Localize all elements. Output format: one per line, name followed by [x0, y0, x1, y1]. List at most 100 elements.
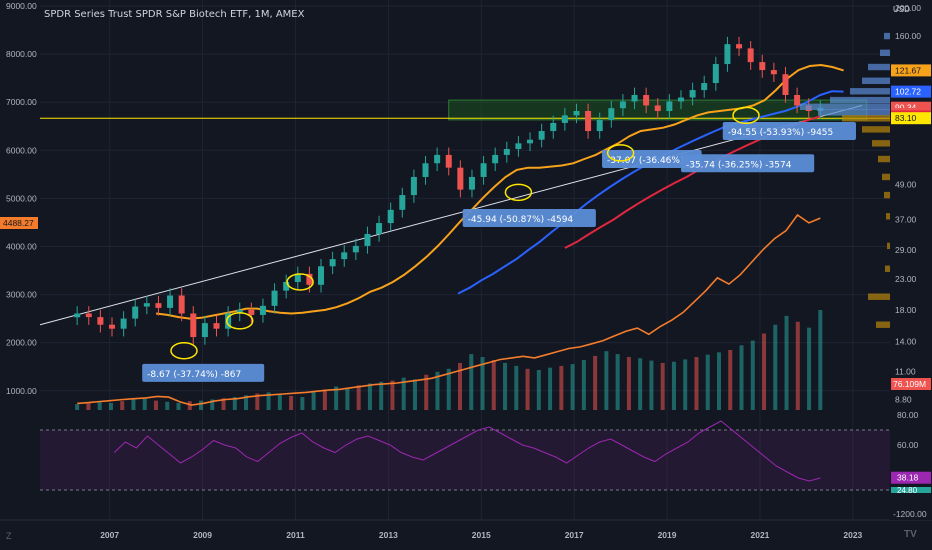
price-badge-text: 83.10: [895, 113, 917, 123]
price-badge: [891, 85, 931, 98]
volume-bar: [255, 393, 260, 410]
tradingview-logo: TV: [904, 529, 917, 540]
right-axis-tick: 29.00: [895, 245, 917, 255]
candle-body: [596, 119, 603, 132]
candle-body: [631, 94, 638, 102]
left-axis-tick: 1000.00: [6, 386, 37, 396]
candle-body: [457, 167, 464, 190]
volume-bar: [401, 377, 406, 410]
volume-bar: [784, 315, 789, 410]
volume-bar: [514, 365, 519, 410]
volume-bar: [311, 392, 316, 410]
x-axis-tick: 2021: [750, 530, 769, 540]
volume-bar: [322, 389, 327, 410]
highlight-ellipse: [170, 341, 198, 360]
volume-bar: [367, 383, 372, 410]
candle-body: [213, 323, 220, 329]
profile-bar: [872, 140, 890, 147]
profile-bar: [887, 242, 890, 250]
profile-bar: [842, 115, 890, 122]
volume-bar: [615, 354, 620, 410]
left-axis-tick: 3000.00: [6, 290, 37, 300]
candle-body: [643, 94, 650, 106]
drawdown-label-box: [602, 150, 702, 169]
volume-bar: [221, 398, 226, 410]
volume-bar: [694, 357, 699, 410]
volume-bar: [593, 355, 598, 410]
candle-body: [492, 154, 499, 164]
left-axis-tick: 9000.00: [6, 1, 37, 11]
right-axis-tick: 200.00: [895, 3, 921, 13]
left-axis-tick: 5000.00: [6, 193, 37, 203]
right-axis-tick: 11.00: [895, 367, 916, 377]
rsi-pane: [0, 420, 932, 521]
profile-bar: [850, 88, 890, 95]
candle-body: [445, 154, 452, 168]
candle-body: [387, 209, 394, 224]
volume-bars: [75, 310, 823, 410]
rsi-lower-text: 24.80: [897, 486, 918, 495]
profile-bar: [880, 49, 890, 57]
candle-body: [654, 105, 661, 112]
profile-bar: [868, 293, 890, 300]
volume-bar: [638, 358, 643, 410]
volume-bar: [244, 395, 249, 410]
candle-body: [97, 317, 104, 325]
price-badge-text: 90.34: [895, 103, 917, 113]
volume-bar: [446, 368, 451, 410]
volume-bar: [165, 401, 170, 410]
candle-body: [167, 295, 174, 308]
volume-bar: [345, 387, 350, 410]
volume-bar: [716, 352, 721, 410]
volume-bar: [525, 368, 530, 410]
x-axis-tick: 2011: [286, 530, 305, 540]
volume-bar: [199, 400, 204, 410]
candle-body: [236, 309, 243, 314]
price-badge: [891, 64, 931, 77]
candle-body: [341, 252, 348, 260]
compare-line: [77, 213, 821, 406]
volume-bar: [277, 394, 282, 410]
candle-body: [364, 233, 371, 246]
highlight-ellipse: [286, 273, 314, 291]
volume-bar: [762, 333, 767, 410]
rsi-lower-badge: [891, 487, 931, 493]
timezone-toggle[interactable]: Z: [6, 531, 12, 541]
candle-body: [608, 108, 615, 120]
trendline: [39, 104, 863, 326]
rsi-badge: [891, 471, 931, 484]
x-axis-tick: 2023: [843, 530, 862, 540]
volume-bar: [503, 362, 508, 410]
volume-bar: [412, 379, 417, 410]
volume-bar: [86, 402, 91, 410]
volume-bar: [108, 402, 113, 410]
profile-bar: [830, 96, 890, 104]
volume-bar: [536, 370, 541, 410]
candle-body: [329, 259, 336, 267]
candle-body: [248, 309, 255, 315]
annotations: -8.67 (-37.74%) -867 -45.94 (-50.87%) -45…: [142, 106, 856, 382]
volume-bar: [728, 350, 733, 410]
volume-bar: [559, 365, 564, 410]
candle-body: [515, 143, 522, 149]
drawdown-label-box: [462, 208, 596, 227]
volume-bar: [289, 395, 294, 410]
right-axis-tick: 37.00: [895, 215, 917, 225]
x-axis-tick: 2019: [658, 530, 677, 540]
chart-title: SPDR Series Trust SPDR S&P Biotech ETF, …: [44, 9, 305, 20]
profile-bar: [862, 77, 890, 84]
highlight-ellipse: [732, 106, 760, 125]
price-badge-text: 121.67: [895, 65, 921, 75]
volume-bar: [424, 374, 429, 410]
volume-bar: [548, 367, 553, 410]
candle-body: [85, 313, 92, 318]
volume-bar: [750, 340, 755, 410]
candle-body: [376, 223, 383, 234]
volume-bar: [356, 385, 361, 410]
volume-badge: [891, 378, 931, 390]
candle-body: [503, 148, 510, 155]
volume-bar: [626, 357, 631, 410]
candle-body: [550, 122, 557, 132]
